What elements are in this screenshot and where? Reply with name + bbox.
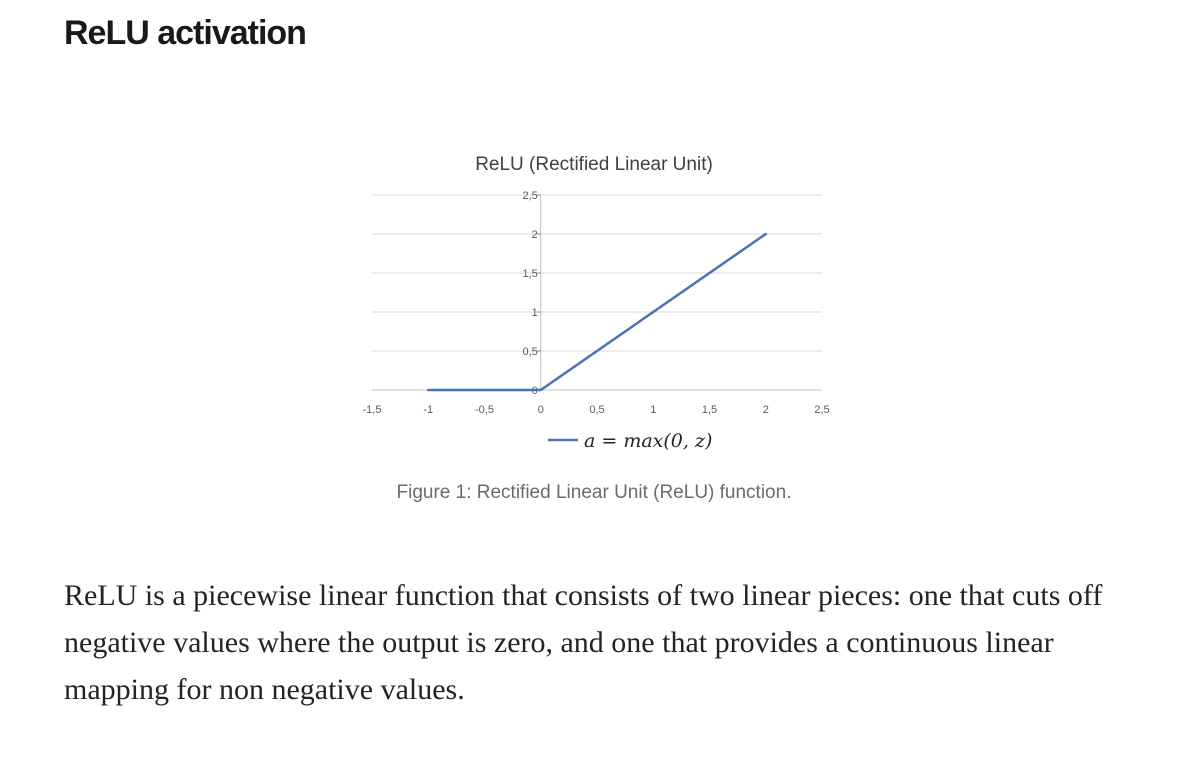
y-tick-label: 1,5 [522,268,537,280]
x-tick-label: -1,5 [363,404,382,416]
y-tick-label: 1 [532,307,538,319]
figure-caption: Figure 1: Rectified Linear Unit (ReLU) f… [396,482,792,503]
x-tick-label: -1 [423,404,433,416]
x-tick-label: 0,5 [589,404,604,416]
x-tick-label: 0 [538,404,544,416]
y-tick-label: 0,5 [522,346,537,358]
x-tick-label: 2,5 [814,404,829,416]
relu-figure: ReLU (Rectified Linear Unit) 0 0,5 1 1,5 2 2,… [350,138,840,468]
y-tick-label: 2,5 [522,190,537,202]
section-heading: ReLU activation [64,14,307,52]
chart-title: ReLU (Rectified Linear Unit) [475,154,713,175]
relu-series-line [427,232,767,392]
x-tick-label: 1 [650,404,656,416]
x-tick-label: 2 [763,404,769,416]
y-tick-label: 2 [532,229,538,241]
relu-chart: ReLU (Rectified Linear Unit) 0 0,5 1 1,5 2 2,… [363,154,830,452]
x-tick-label: -0,5 [475,404,494,416]
legend-label: a = max(0, z) [584,430,712,452]
x-tick-label: 1,5 [702,404,717,416]
body-paragraph: ReLU is a piecewise linear function that… [64,579,1103,706]
